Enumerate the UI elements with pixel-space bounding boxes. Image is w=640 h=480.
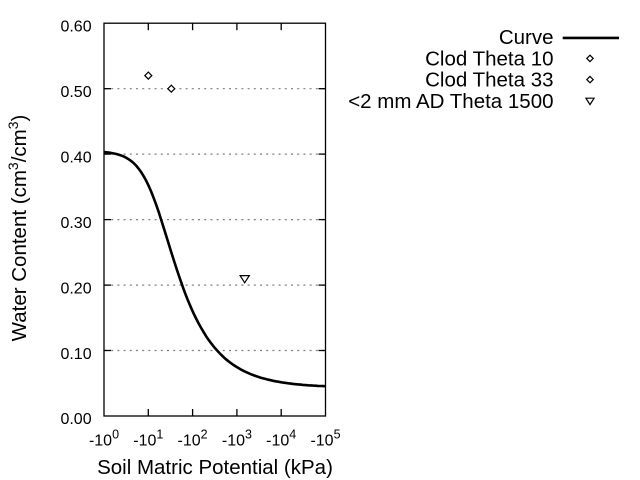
svg-text:0.40: 0.40 [60,149,91,166]
svg-text:Soil Matric Potential (kPa): Soil Matric Potential (kPa) [97,456,333,479]
svg-text:-100: -100 [89,427,119,449]
svg-text:Water Content (cm3/cm3): Water Content (cm3/cm3) [5,115,31,342]
svg-text:0.20: 0.20 [60,280,91,297]
svg-text:0.10: 0.10 [60,346,91,363]
svg-text:<2 mm AD Theta 1500: <2 mm AD Theta 1500 [348,90,553,113]
svg-text:-105: -105 [310,427,340,449]
svg-text:0.60: 0.60 [60,18,91,35]
svg-text:Clod Theta 33: Clod Theta 33 [425,69,553,92]
svg-text:0.50: 0.50 [60,84,91,101]
svg-text:0.30: 0.30 [60,215,91,232]
svg-text:Curve: Curve [499,26,554,49]
svg-text:-103: -103 [222,427,252,449]
svg-text:Clod Theta 10: Clod Theta 10 [425,47,553,70]
svg-text:-104: -104 [266,427,296,449]
svg-text:-102: -102 [178,427,208,449]
svg-text:0.00: 0.00 [60,411,91,428]
svg-text:-101: -101 [133,427,163,449]
